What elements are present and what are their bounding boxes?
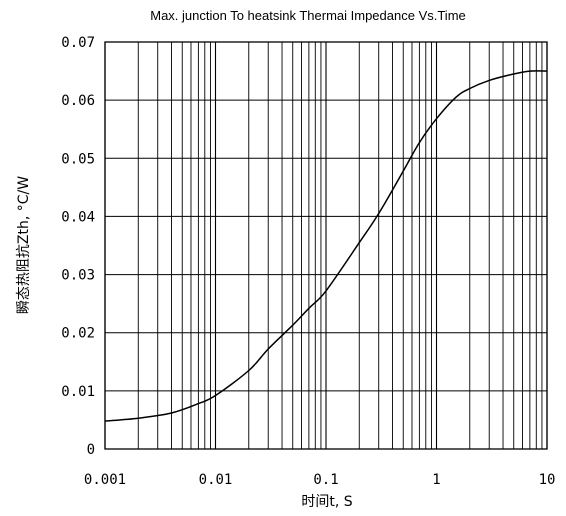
y-tick-label: 0.02 [61,326,95,342]
x-tick-label: 0.1 [313,472,338,488]
x-tick-label: 0.001 [84,472,126,488]
chart-title: Max. junction To heatsink Thermai Impeda… [150,8,466,23]
y-tick-label: 0.01 [61,384,95,400]
y-tick-label: 0 [87,442,95,458]
y-tick-labels: 0 0.01 0.02 0.03 0.04 0.05 0.06 0.07 [61,35,95,458]
y-tick-label: 0.03 [61,268,95,284]
x-tick-label: 10 [539,472,556,488]
x-tick-labels: 0.001 0.01 0.1 1 10 [84,472,556,488]
y-tick-label: 0.05 [61,151,95,167]
y-tick-label: 0.06 [61,93,95,109]
series-line [104,70,548,422]
y-tick-label: 0.04 [61,209,95,225]
y-axis-label: 瞬态热阻抗Zth, °C/W [16,176,32,314]
x-tick-label: 0.01 [199,472,233,488]
x-tick-label: 1 [432,472,440,488]
minor-gridlines [137,42,543,449]
x-axis-label: 时间t, S [301,494,352,510]
plot-frame [104,41,548,450]
y-tick-label: 0.07 [61,35,95,51]
